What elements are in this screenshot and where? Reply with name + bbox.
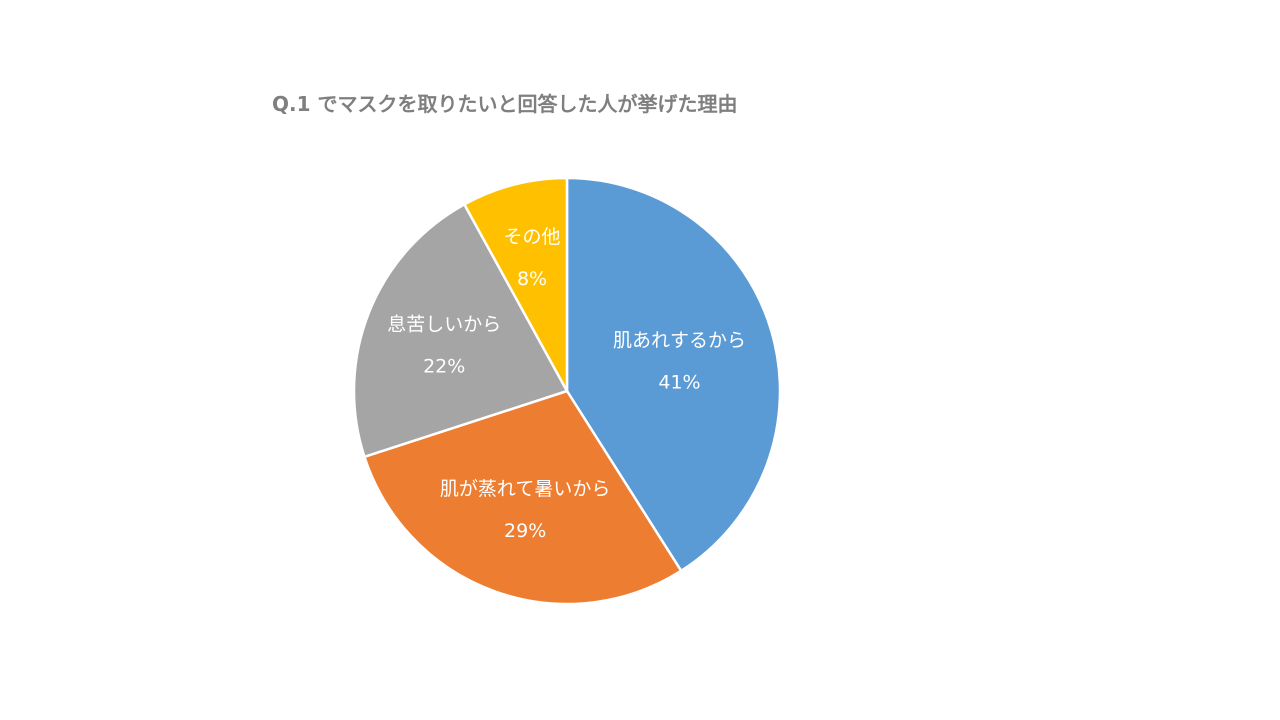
chart-title: Q.1 でマスクを取りたいと回答した人が挙げた理由 (272, 92, 738, 116)
slice-label-4: その他 (504, 226, 561, 248)
pie-slice-2 (363, 389, 683, 606)
pie-slice-3 (352, 203, 569, 459)
slice-value-label-4: 8% (517, 268, 547, 290)
pie-slices (352, 176, 782, 606)
slice-label-1: 肌あれするから (613, 329, 746, 351)
pie-slice-4 (463, 176, 569, 393)
slice-value-label-2: 29% (504, 520, 546, 542)
slice-value-label-1: 41% (658, 371, 700, 393)
slice-label-3: 息苦しいから (387, 313, 501, 335)
pie-labels: 肌あれするから 41% 肌が蒸れて暑いから 29% 息苦しいから 22% その他 8% (387, 226, 746, 542)
slice-label-2: 肌が蒸れて暑いから (440, 478, 610, 500)
slice-value-label-3: 22% (423, 355, 465, 377)
